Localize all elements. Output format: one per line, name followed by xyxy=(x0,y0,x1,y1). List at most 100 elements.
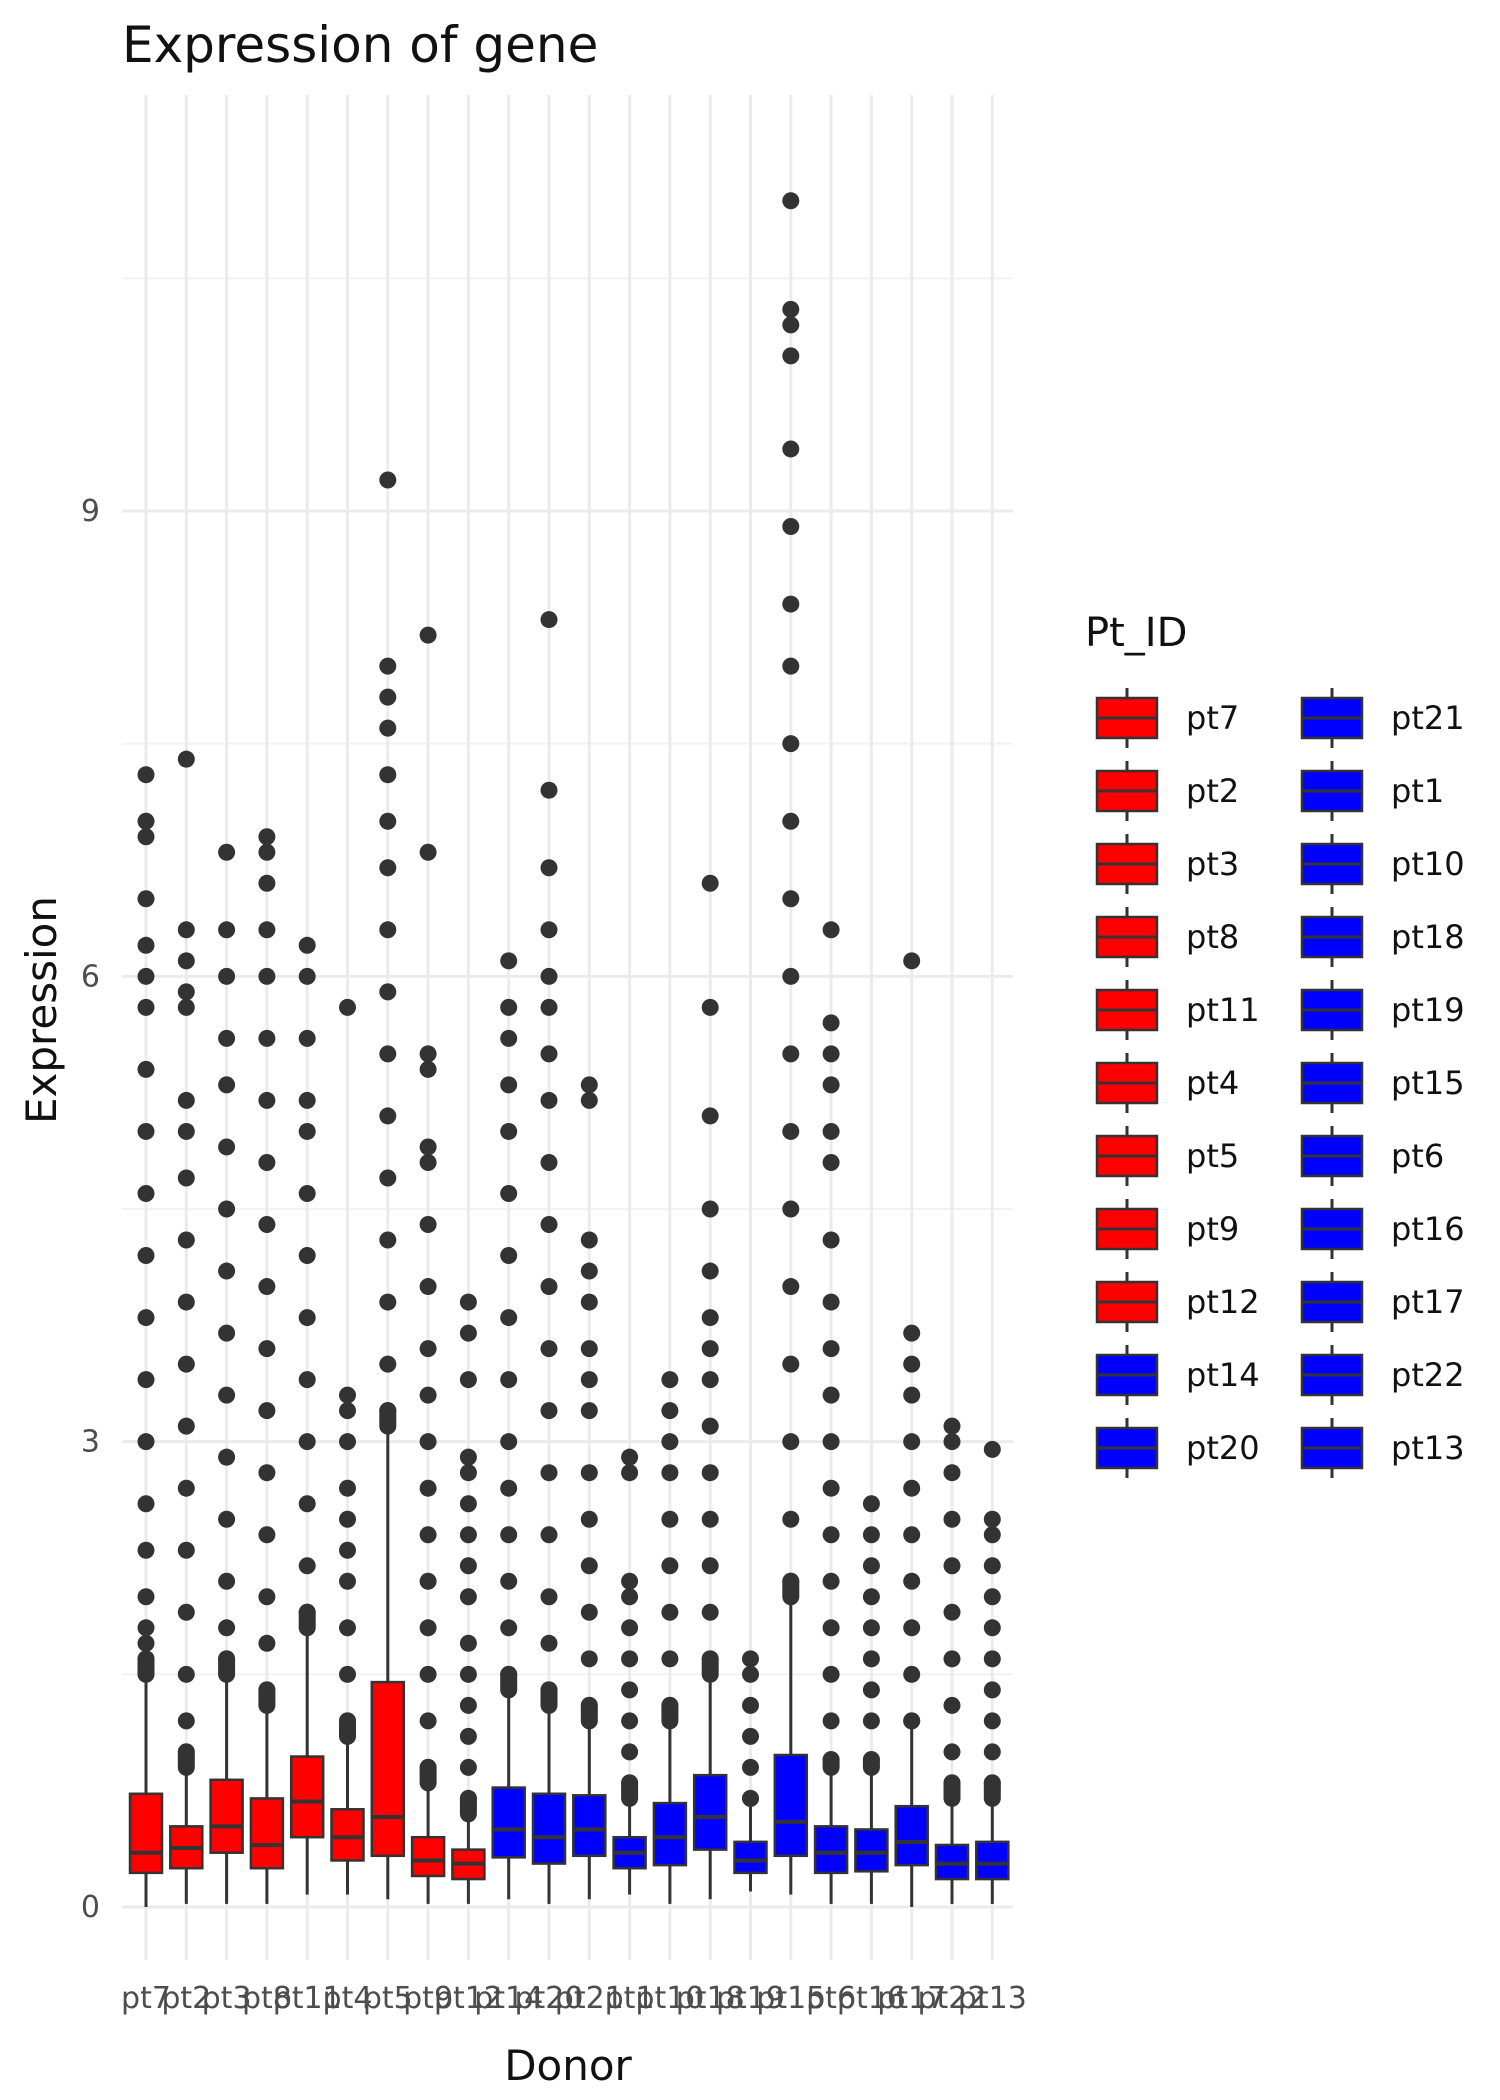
outlier-point xyxy=(580,1603,598,1621)
outlier-point xyxy=(379,983,397,1001)
outlier-point xyxy=(137,1309,155,1327)
legend-item-pt5: pt5 xyxy=(1095,1126,1239,1186)
legend-item-pt2: pt2 xyxy=(1095,761,1239,821)
outlier-point xyxy=(419,1526,437,1544)
outlier-point xyxy=(943,1557,961,1575)
box-rect xyxy=(854,1828,889,1873)
outlier-point xyxy=(177,1603,195,1621)
outlier-point xyxy=(137,1433,155,1451)
outlier-point xyxy=(218,1076,236,1094)
box-rect xyxy=(249,1797,285,1870)
outlier-point xyxy=(218,1262,236,1280)
outlier-point xyxy=(621,1448,639,1466)
legend-label-pt13: pt13 xyxy=(1391,1429,1465,1467)
outlier-point xyxy=(862,1526,880,1544)
outlier-point xyxy=(500,1247,518,1265)
outlier-point xyxy=(379,1107,397,1125)
legend-label-pt8: pt8 xyxy=(1186,918,1239,956)
outlier-point xyxy=(822,921,840,939)
y-tick-label-2: 6 xyxy=(81,959,100,994)
outlier-point xyxy=(903,1386,921,1404)
outlier-point xyxy=(218,1448,236,1466)
x-tick-label-pt15: pt15 xyxy=(756,1981,825,2016)
outlier-point xyxy=(580,1076,598,1094)
outlier-point xyxy=(459,1495,477,1513)
outlier-point xyxy=(500,1309,518,1327)
outlier-point xyxy=(580,1650,598,1668)
outlier-point xyxy=(943,1464,961,1482)
outlier-point xyxy=(177,1712,195,1730)
x-tick-label-pt1: pt1 xyxy=(605,1981,655,2016)
outlier-point xyxy=(177,1169,195,1187)
outlier-point xyxy=(621,1712,639,1730)
legend-label-pt10: pt10 xyxy=(1391,845,1465,883)
outlier-point xyxy=(983,1557,1001,1575)
x-tick-label-pt12: pt12 xyxy=(434,1981,503,2016)
outlier-point xyxy=(742,1665,759,1683)
legend-label-pt14: pt14 xyxy=(1186,1356,1260,1394)
outlier-point xyxy=(822,1153,840,1171)
outlier-point xyxy=(782,1278,800,1296)
legend-item-pt17: pt17 xyxy=(1300,1272,1465,1332)
outlier-point xyxy=(298,1184,316,1202)
legend-item-pt15: pt15 xyxy=(1300,1053,1465,1113)
x-axis-ticks: pt7pt2pt3pt8pt11pt4pt5pt9pt12pt14pt20pt2… xyxy=(121,1981,1027,2016)
outlier-point xyxy=(137,1634,155,1652)
legend-label-pt11: pt11 xyxy=(1186,991,1260,1029)
outlier-point xyxy=(258,1340,276,1358)
outlier-point xyxy=(621,1743,639,1761)
box-pt11 xyxy=(289,936,325,1895)
outlier-point xyxy=(258,967,276,985)
outlier-point xyxy=(701,874,719,892)
legend-label-pt3: pt3 xyxy=(1186,845,1239,883)
outlier-point xyxy=(339,1479,356,1497)
box-rect xyxy=(370,1680,406,1858)
outlier-point xyxy=(500,1572,518,1590)
box-pt17 xyxy=(894,952,929,1907)
outlier-point xyxy=(822,1340,840,1358)
outlier-point xyxy=(822,1076,840,1094)
outlier-point xyxy=(822,1665,840,1683)
outlier-point xyxy=(500,1122,518,1140)
outlier-point xyxy=(701,1262,719,1280)
outlier-point xyxy=(379,859,397,877)
outlier-point xyxy=(379,719,397,737)
outlier-point xyxy=(218,1029,236,1047)
outlier-point xyxy=(258,1029,276,1047)
outlier-point xyxy=(500,998,518,1016)
outlier-point xyxy=(177,1541,195,1559)
outlier-point xyxy=(903,1433,921,1451)
outlier-point xyxy=(298,1309,316,1327)
outlier-point xyxy=(137,998,155,1016)
outlier-point xyxy=(379,812,397,830)
outlier-point xyxy=(540,1091,558,1109)
box-pt18 xyxy=(692,874,728,1900)
x-tick-label-pt16: pt16 xyxy=(837,1981,906,2016)
outlier-point xyxy=(661,1603,679,1621)
outlier-point xyxy=(742,1650,759,1668)
box-rect xyxy=(894,1804,929,1867)
outlier-point xyxy=(419,1138,437,1156)
outlier-point xyxy=(258,1526,276,1544)
outlier-point xyxy=(258,1153,276,1171)
outlier-point xyxy=(701,1464,719,1482)
outlier-point xyxy=(298,1557,316,1575)
x-tick-label-pt20: pt20 xyxy=(515,1981,584,2016)
box-pt9 xyxy=(410,626,446,1904)
outlier-point xyxy=(943,1417,961,1435)
outlier-point xyxy=(137,1495,155,1513)
outlier-point xyxy=(540,1045,558,1063)
x-tick-label-pt18: pt18 xyxy=(676,1981,745,2016)
outlier-point xyxy=(339,1510,356,1528)
outlier-point xyxy=(459,1526,477,1544)
outlier-point xyxy=(177,1355,195,1373)
outlier-point xyxy=(500,1433,518,1451)
outlier-point xyxy=(379,471,397,489)
outlier-point xyxy=(822,1712,840,1730)
x-tick-label-pt10: pt10 xyxy=(635,1981,704,2016)
box-pt19 xyxy=(733,1650,768,1892)
outlier-point xyxy=(822,1572,840,1590)
x-tick-label-pt13: pt13 xyxy=(958,1981,1027,2016)
outlier-point xyxy=(218,1572,236,1590)
grid xyxy=(122,95,1013,1960)
